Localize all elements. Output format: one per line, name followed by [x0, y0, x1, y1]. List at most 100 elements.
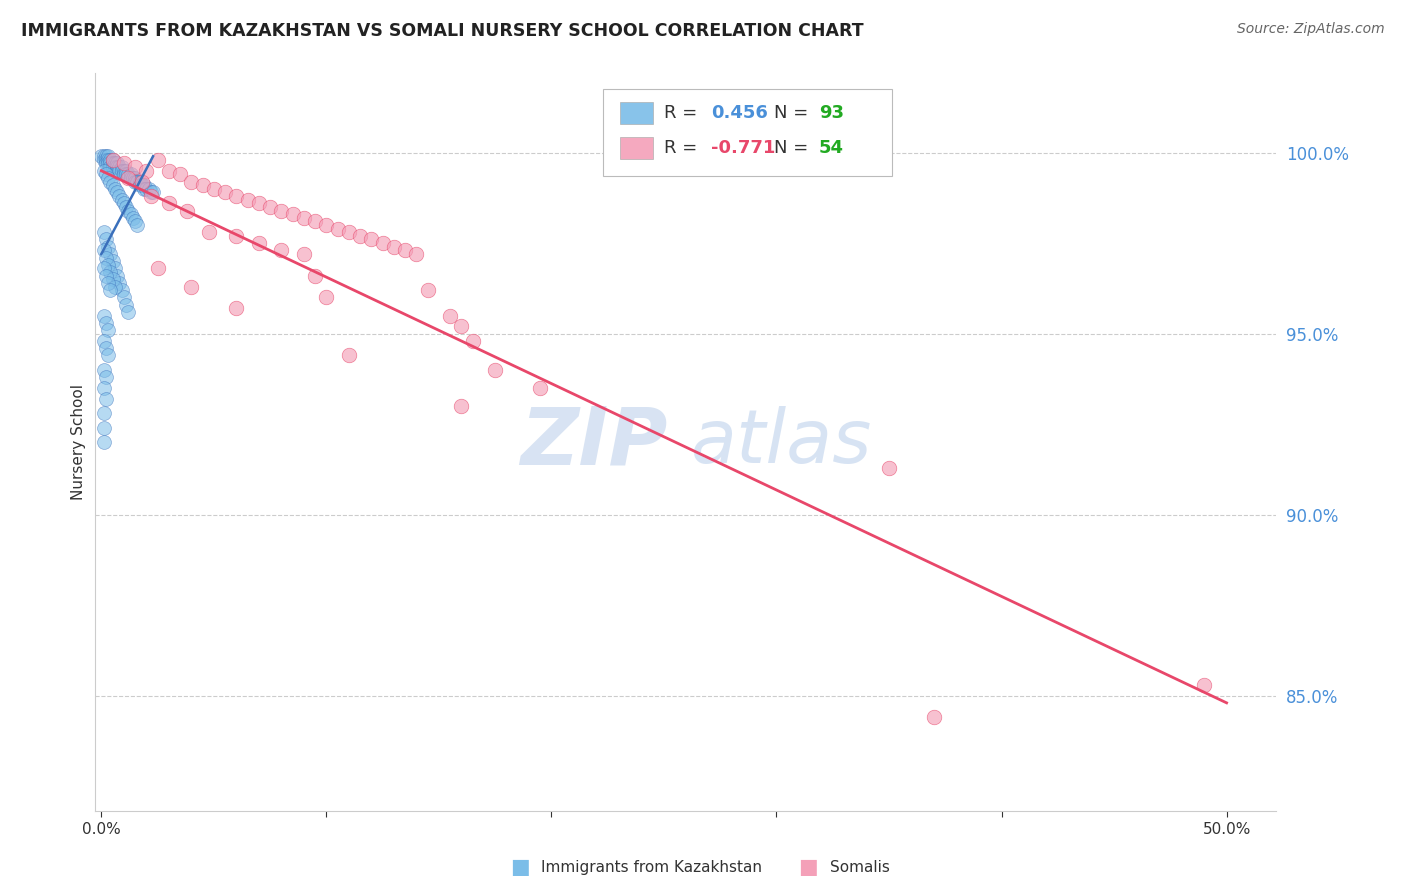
Point: [97, 240, 120, 254]
Point: [127, 175, 149, 189]
Point: [94, 251, 117, 265]
Point: [132, 178, 155, 193]
Point: [115, 167, 138, 181]
Point: [439, 309, 461, 323]
Text: Somalis: Somalis: [830, 860, 890, 874]
Point: [97, 323, 120, 337]
Point: [110, 160, 132, 174]
FancyBboxPatch shape: [603, 89, 891, 177]
Point: [117, 203, 139, 218]
Point: [94, 149, 117, 163]
Point: [104, 182, 127, 196]
Point: [98, 247, 121, 261]
Point: [146, 261, 169, 276]
Point: [270, 203, 292, 218]
Point: [97, 258, 120, 272]
Point: [877, 460, 900, 475]
Point: [128, 178, 150, 193]
Point: [138, 182, 160, 196]
Point: [922, 710, 945, 724]
Point: [484, 363, 506, 377]
Point: [315, 218, 337, 232]
Point: [202, 182, 225, 196]
Point: [124, 214, 146, 228]
Point: [110, 163, 132, 178]
Point: [371, 236, 394, 251]
Point: [247, 196, 270, 211]
Point: [93, 225, 115, 239]
Text: ■: ■: [799, 857, 818, 877]
Point: [135, 163, 157, 178]
Point: [247, 236, 270, 251]
Point: [104, 160, 127, 174]
Point: [529, 381, 551, 395]
Point: [104, 279, 127, 293]
Point: [93, 244, 115, 258]
Point: [98, 283, 121, 297]
Point: [304, 268, 326, 283]
Point: [382, 240, 405, 254]
Point: [93, 149, 115, 163]
Point: [121, 171, 143, 186]
Point: [450, 399, 472, 413]
Text: N =: N =: [773, 103, 814, 122]
Point: [108, 163, 131, 178]
Point: [93, 334, 115, 348]
Text: atlas: atlas: [692, 406, 873, 478]
Point: [93, 261, 115, 276]
Point: [94, 153, 117, 167]
Point: [93, 363, 115, 377]
Point: [198, 225, 221, 239]
Point: [93, 153, 115, 167]
Text: R =: R =: [664, 103, 703, 122]
Point: [94, 341, 117, 355]
Text: IMMIGRANTS FROM KAZAKHSTAN VS SOMALI NURSERY SCHOOL CORRELATION CHART: IMMIGRANTS FROM KAZAKHSTAN VS SOMALI NUR…: [21, 22, 863, 40]
Point: [176, 203, 198, 218]
Point: [97, 153, 120, 167]
Text: 54: 54: [818, 139, 844, 157]
Point: [326, 221, 349, 235]
Point: [90, 149, 112, 163]
Point: [120, 167, 142, 181]
Point: [337, 348, 360, 362]
Point: [97, 156, 120, 170]
Point: [225, 301, 247, 316]
Point: [115, 163, 138, 178]
Point: [281, 207, 304, 221]
Point: [259, 200, 281, 214]
Point: [146, 153, 169, 167]
Point: [112, 167, 135, 181]
Point: [94, 268, 117, 283]
Text: ZIP: ZIP: [520, 403, 668, 481]
Point: [180, 175, 202, 189]
Point: [115, 200, 138, 214]
Point: [101, 160, 124, 174]
Point: [121, 211, 143, 225]
Point: [105, 163, 128, 178]
Point: [108, 189, 131, 203]
Point: [120, 171, 142, 186]
Point: [450, 319, 472, 334]
Point: [104, 156, 127, 170]
Point: [270, 244, 292, 258]
Point: [93, 435, 115, 450]
Point: [101, 254, 124, 268]
Point: [405, 247, 427, 261]
Point: [104, 261, 127, 276]
Point: [131, 175, 153, 189]
Point: [112, 156, 135, 170]
Point: [112, 196, 135, 211]
Point: [416, 283, 439, 297]
Point: [135, 182, 157, 196]
Point: [108, 160, 131, 174]
Point: [292, 211, 315, 225]
Point: [97, 149, 120, 163]
Point: [191, 178, 214, 193]
Point: [349, 228, 371, 243]
Point: [225, 228, 247, 243]
Text: -0.771: -0.771: [711, 139, 776, 157]
Text: 93: 93: [818, 103, 844, 122]
Point: [105, 156, 128, 170]
Point: [292, 247, 315, 261]
Point: [117, 167, 139, 181]
